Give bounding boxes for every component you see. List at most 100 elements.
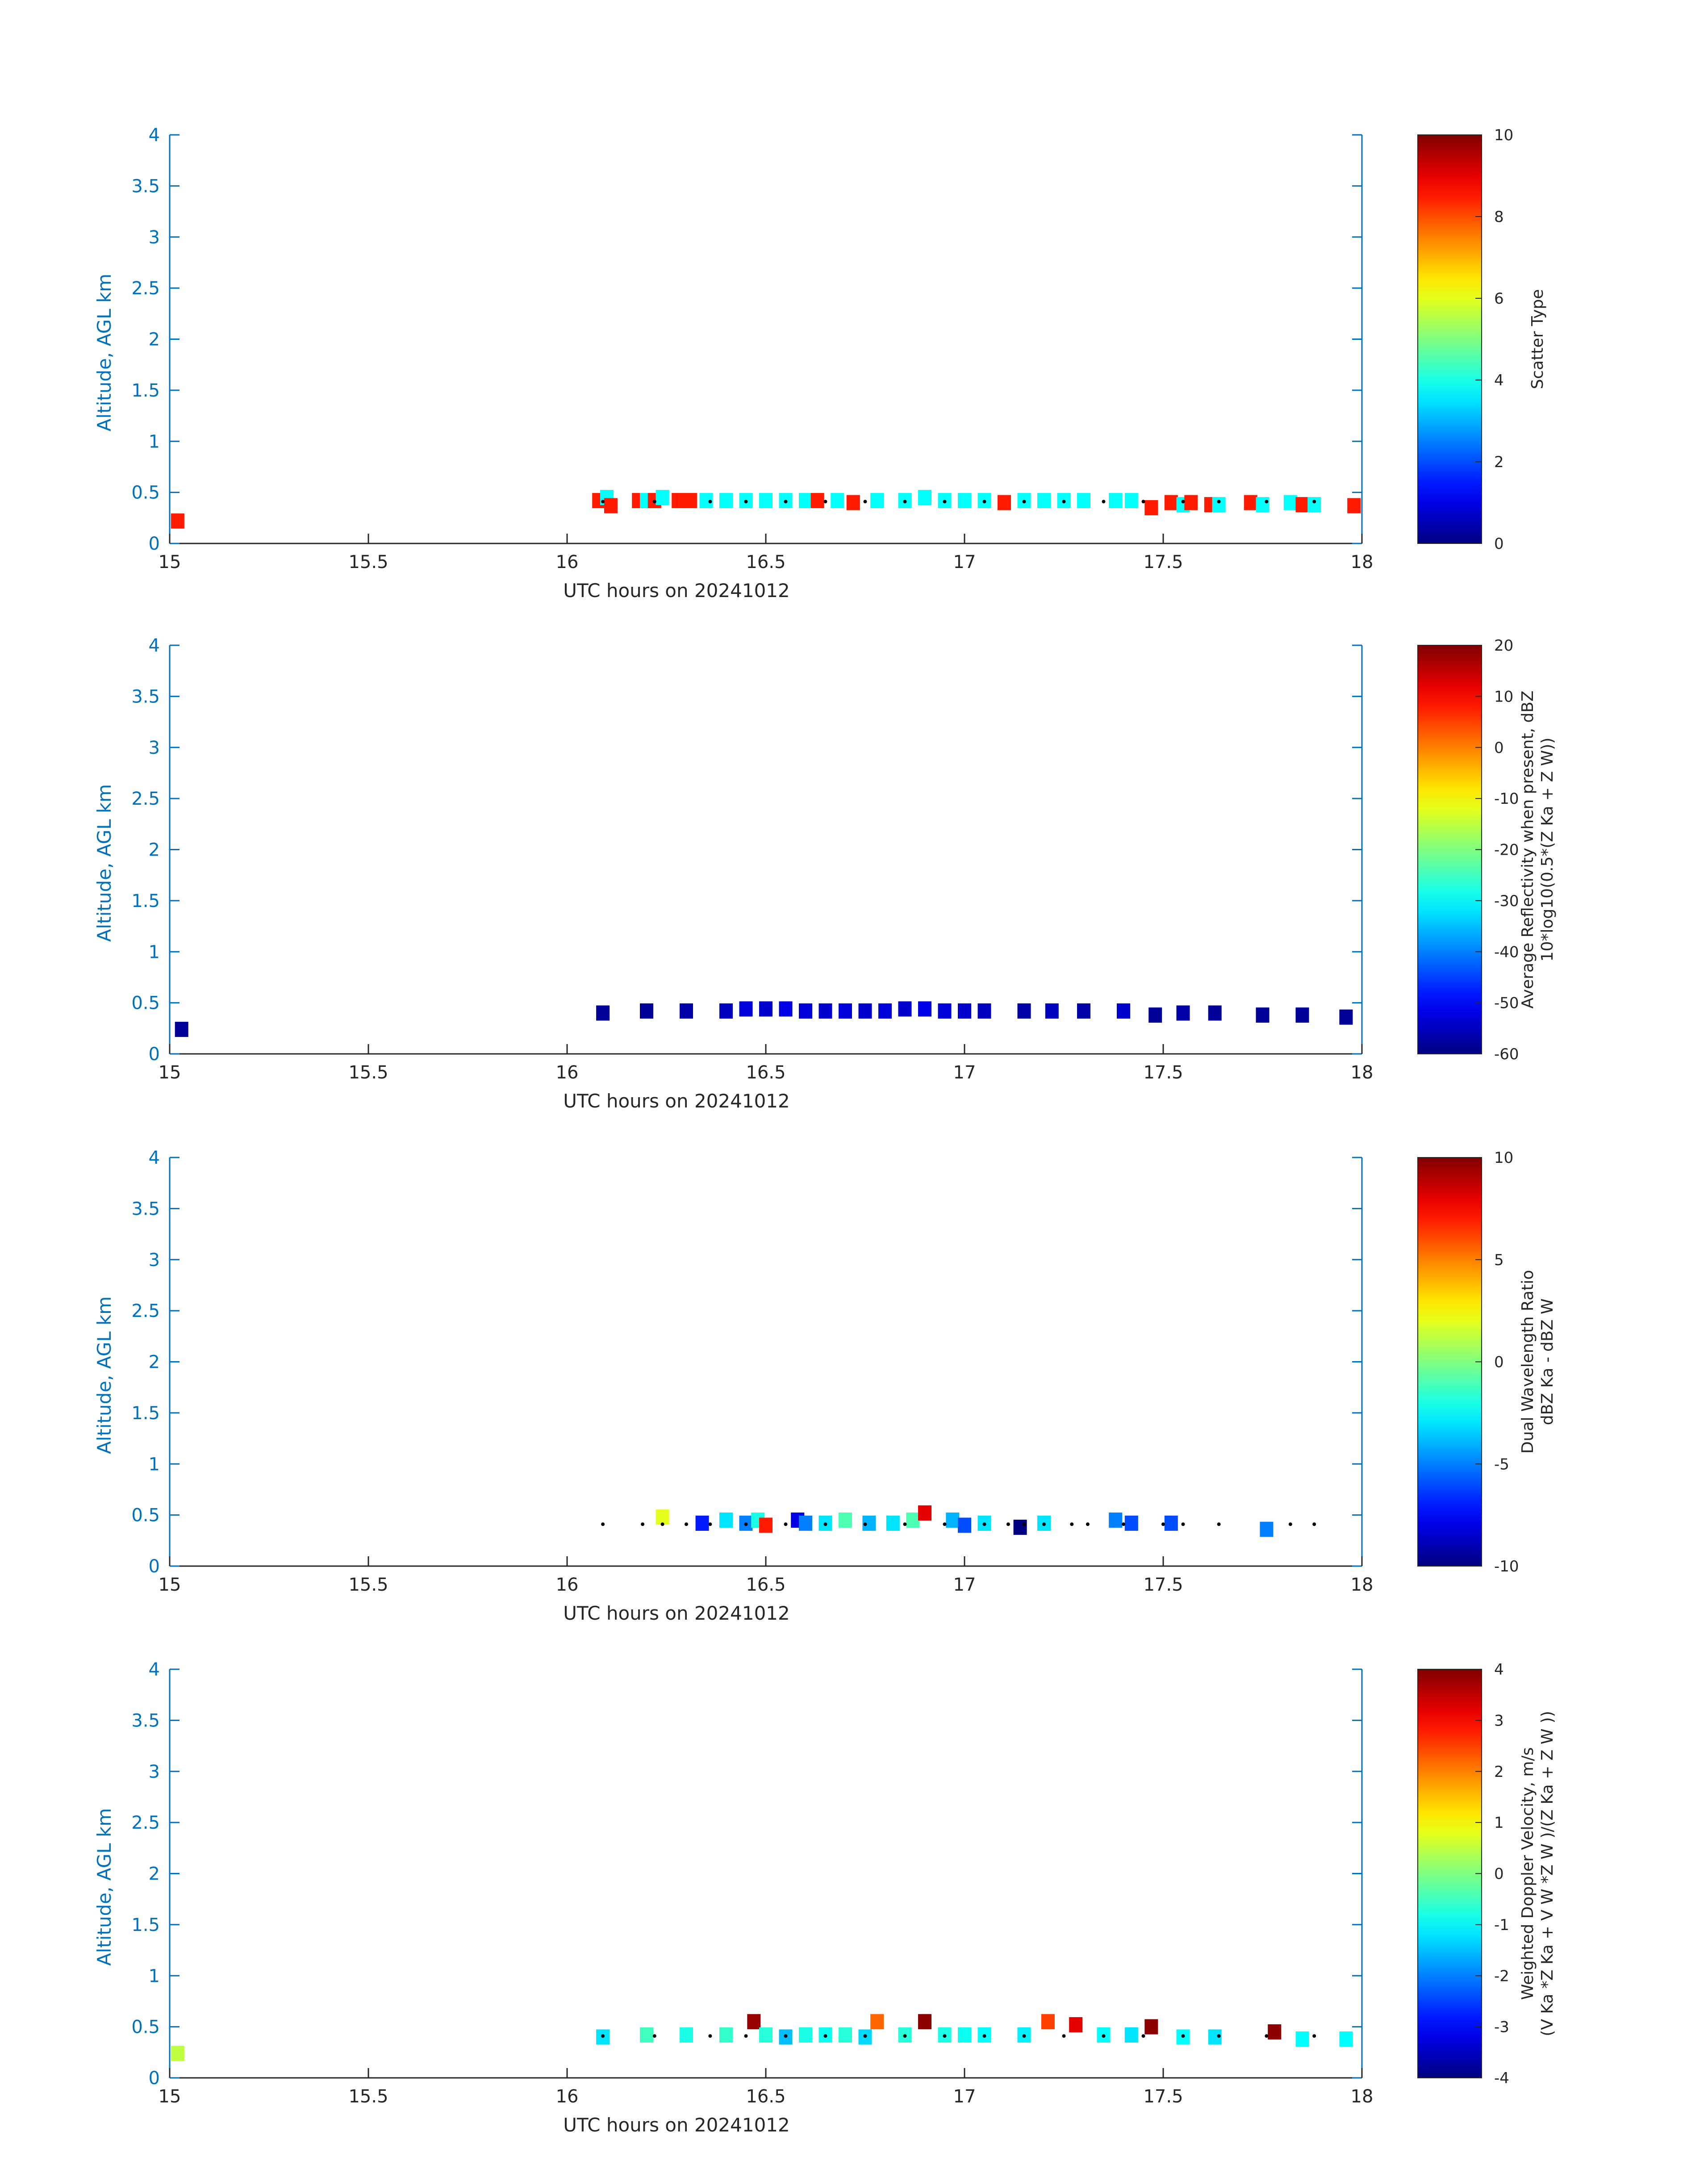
marker-dot [863, 1522, 867, 1526]
data-cell [839, 1513, 852, 1528]
data-cells [656, 1505, 1274, 1537]
marker-dot [685, 1522, 688, 1526]
marker-dot [744, 500, 748, 504]
x-axis-title: UTC hours on 20241012 [563, 1090, 790, 1112]
data-cell [1164, 495, 1178, 510]
colorbar-tick-label: -3 [1494, 2018, 1509, 2036]
data-cell [1077, 1003, 1090, 1019]
marker-dot [1217, 1522, 1221, 1526]
data-cells [171, 490, 1361, 529]
marker-dot [1288, 1522, 1292, 1526]
colorbar-title: Weighted Doppler Velocity, m/s [1519, 1747, 1537, 2000]
x-tick-label: 17 [953, 1575, 976, 1595]
data-markers [601, 2034, 1316, 2038]
data-cell [656, 1509, 669, 1525]
data-cell [1307, 497, 1321, 513]
data-cell [846, 495, 860, 510]
marker-dot [1086, 1522, 1090, 1526]
x-tick-label: 15.5 [348, 552, 388, 572]
data-cell [918, 1505, 931, 1521]
colorbar-tick-label: 10 [1494, 1149, 1513, 1167]
colorbar-title: (V Ka *Z Ka + V W *Z W )/(Z Ka + Z W )) [1538, 1711, 1557, 2036]
colorbar-tick-label: 10 [1494, 688, 1513, 706]
data-cell [1212, 497, 1226, 513]
data-cell [799, 2027, 812, 2043]
colorbar-tick-label: 0 [1494, 1354, 1504, 1371]
marker-dot [744, 2034, 748, 2038]
y-tick-label: 0.5 [131, 2017, 160, 2038]
x-tick-label: 17 [953, 1062, 976, 1083]
colorbar-tick-label: 4 [1494, 372, 1504, 389]
data-cell [870, 2014, 884, 2030]
marker-dot [943, 2034, 947, 2038]
colorbar [1417, 134, 1482, 544]
data-cells [175, 1001, 1353, 1037]
marker-dot [744, 1522, 748, 1526]
y-tick-label: 0.5 [131, 483, 160, 503]
data-cell [759, 1517, 773, 1533]
data-cell [977, 1003, 991, 1019]
y-tick-label: 3 [149, 1762, 160, 1782]
data-cell [1117, 1003, 1130, 1019]
y-axis-title: Altitude, AGL km [93, 274, 115, 431]
y-tick-label: 1.5 [131, 380, 160, 401]
y-axis-title: Altitude, AGL km [93, 1808, 115, 1966]
data-cell [918, 2014, 931, 2030]
data-cell [886, 1515, 900, 1531]
data-cell [998, 495, 1011, 510]
marker-dot [601, 1522, 605, 1526]
data-cell [759, 2027, 773, 2043]
colorbar-tick-label: 5 [1494, 1251, 1504, 1269]
x-tick-label: 15.5 [348, 1062, 388, 1083]
y-tick-label: 1 [149, 431, 160, 452]
colorbar-tick-label: -5 [1494, 1455, 1509, 1473]
data-cell [747, 2014, 761, 2030]
y-tick-label: 4 [149, 635, 160, 656]
data-cell [799, 1515, 812, 1531]
data-markers [601, 500, 1316, 504]
x-tick-label: 17.5 [1143, 1575, 1183, 1595]
marker-dot [784, 1522, 788, 1526]
marker-dot [943, 500, 947, 504]
data-cell [819, 1003, 832, 1019]
y-tick-label: 2.5 [131, 278, 160, 299]
marker-dot [1102, 500, 1106, 504]
marker-dot [784, 500, 788, 504]
y-tick-label: 3 [149, 227, 160, 248]
data-cell [656, 490, 669, 506]
colorbar-title: Scatter Type [1528, 289, 1547, 389]
data-cell [1347, 498, 1361, 514]
x-axis-title: UTC hours on 20241012 [563, 580, 790, 602]
x-tick-label: 17 [953, 552, 976, 572]
data-cell [1295, 1007, 1309, 1023]
colorbar-title: 10*log10(0.5*(Z Ka + Z W)) [1538, 738, 1557, 962]
x-tick-label: 15.5 [348, 1575, 388, 1595]
marker-dot [1062, 2034, 1066, 2038]
data-cell [695, 1515, 709, 1531]
x-tick-label: 15 [159, 1575, 181, 1595]
marker-dot [601, 2034, 605, 2038]
colorbar-title: Average Reflectivity when present, dBZ [1519, 690, 1537, 1008]
data-cell [870, 493, 884, 508]
marker-dot [863, 500, 867, 504]
data-cell [1148, 1007, 1162, 1023]
colorbar-tick-label: 8 [1494, 208, 1504, 226]
data-cell [958, 493, 971, 508]
data-cell [1256, 497, 1270, 513]
data-cell [918, 1001, 931, 1017]
panel-reflectivity: 0 0.5 1 1.5 2 2.5 3 3.5 4 15 15.5 16 16.5 17 17.5 18 UTC… [93, 635, 1557, 1112]
data-cell [946, 1513, 960, 1528]
marker-dot [1161, 1522, 1165, 1526]
data-cell [1041, 2014, 1055, 2030]
colorbar-tick-label: -40 [1494, 943, 1519, 961]
marker-dot [1062, 500, 1066, 504]
data-cell [171, 513, 184, 529]
marker-dot [1141, 500, 1145, 504]
marker-dot [1042, 1522, 1046, 1526]
data-cell [680, 2027, 693, 2043]
y-tick-label: 2.5 [131, 1813, 160, 1833]
y-tick-label: 3.5 [131, 1199, 160, 1219]
marker-dot [708, 2034, 712, 2038]
marker-dot [823, 500, 827, 504]
